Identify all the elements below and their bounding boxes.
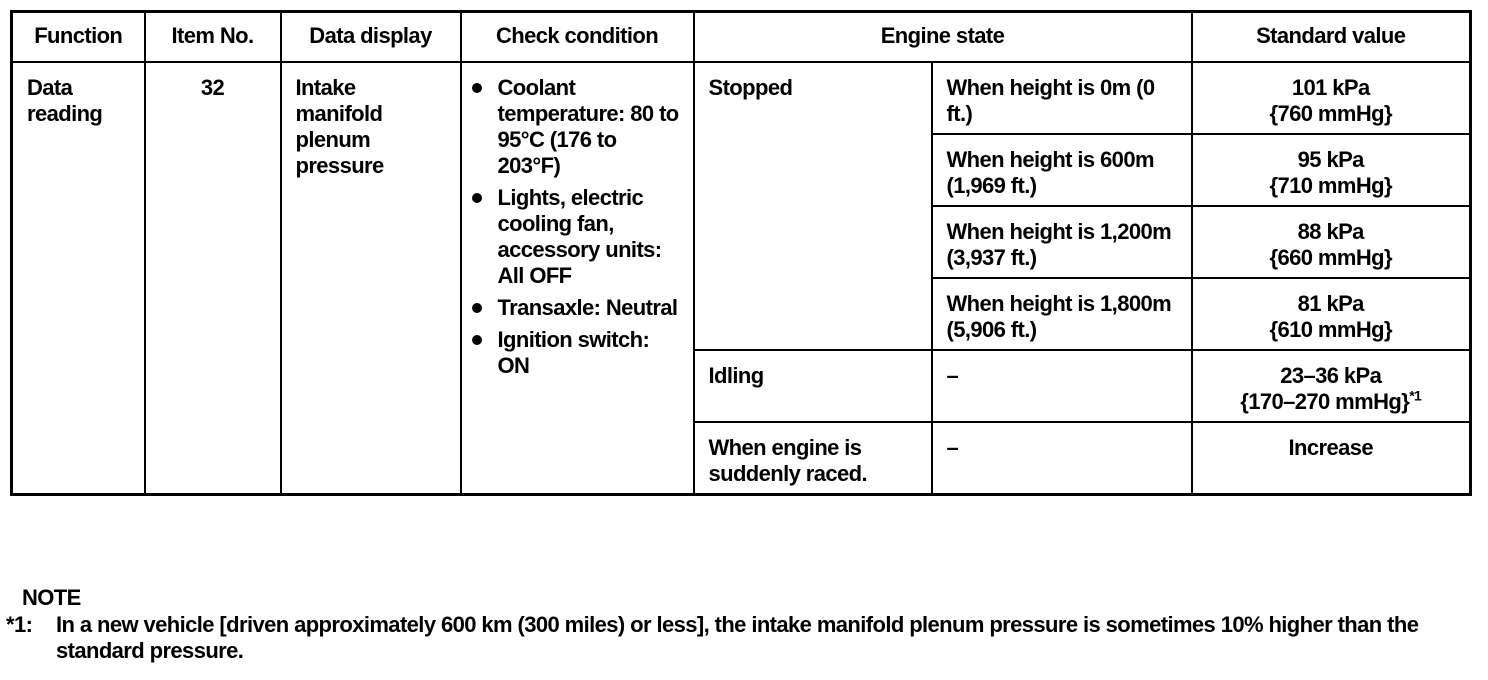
value-kpa: 23–36 kPa xyxy=(1280,363,1382,388)
engine-state-stopped: Stopped xyxy=(692,61,933,351)
header-function: Function xyxy=(10,10,146,63)
standard-value: Increase xyxy=(1190,421,1472,495)
header-data-display: Data display xyxy=(279,10,462,63)
table-row: When height is 600m (1,969 ft.) 95 kPa {7… xyxy=(12,133,1472,207)
check-condition-item: Transaxle: Neutral xyxy=(466,295,685,321)
header-standard-value: Standard value xyxy=(1190,10,1472,63)
check-condition-cell: Coolant temperature: 80 to 95°C (176 to … xyxy=(459,61,695,495)
value-mmhg: {760 mmHg} xyxy=(1269,101,1393,126)
header-row: Function Item No. Data display Check con… xyxy=(10,10,1472,63)
height-condition: When height is 1,800m (5,906 ft.) xyxy=(930,277,1193,351)
value-mmhg: {170–270 mmHg} xyxy=(1240,389,1410,414)
data-display-cell: Intake manifold plenum pressure xyxy=(279,61,462,495)
table-row: When height is 1,800m (5,906 ft.) 81 kPa… xyxy=(12,277,1472,351)
value-mmhg: {710 mmHg} xyxy=(1269,173,1393,198)
value-kpa: 81 kPa xyxy=(1297,291,1365,316)
value-kpa: 88 kPa xyxy=(1297,219,1365,244)
footnote-text: In a new vehicle [driven approximately 6… xyxy=(56,612,1419,663)
note-title: NOTE xyxy=(22,585,81,610)
data-table: Function Item No. Data display Check con… xyxy=(10,10,1472,496)
standard-value: 88 kPa {660 mmHg} xyxy=(1190,205,1472,279)
condition-dash: – xyxy=(930,349,1193,423)
table-row: When height is 1,200m (3,937 ft.) 88 kPa… xyxy=(12,205,1472,279)
value-mmhg: {660 mmHg} xyxy=(1269,245,1393,270)
table-row: Data reading 32 Intake manifold plenum p… xyxy=(10,61,1472,495)
standard-value: 95 kPa {710 mmHg} xyxy=(1190,133,1472,207)
check-condition-item: Lights, electric cooling fan, accessory … xyxy=(466,185,685,289)
standard-value: 23–36 kPa {170–270 mmHg}*1 xyxy=(1190,349,1472,423)
table-row: Idling – 23–36 kPa {170–270 mmHg}*1 xyxy=(12,349,1472,423)
value-kpa: 101 kPa xyxy=(1291,75,1370,100)
condition-dash: – xyxy=(930,421,1193,495)
check-condition-item: Coolant temperature: 80 to 95°C (176 to … xyxy=(466,75,685,179)
function-cell: Data reading xyxy=(10,61,146,495)
engine-state-idling: Idling xyxy=(692,349,933,423)
header-check-condition: Check condition xyxy=(459,10,695,63)
header-item-no: Item No. xyxy=(143,10,282,63)
standard-value: 101 kPa {760 mmHg} xyxy=(1190,61,1472,135)
header-engine-state: Engine state xyxy=(692,10,1193,63)
height-condition: When height is 0m (0 ft.) xyxy=(930,61,1193,135)
table-row: When engine is suddenly raced. – Increas… xyxy=(12,421,1472,495)
engine-state-raced: When engine is suddenly raced. xyxy=(692,421,933,495)
footnote-ref: *1 xyxy=(1409,387,1422,404)
note-footnote: *1: In a new vehicle [driven approximate… xyxy=(6,612,1476,664)
item-no-cell: 32 xyxy=(143,61,282,495)
footnote-mark: *1: xyxy=(6,612,33,637)
value-mmhg: {610 mmHg} xyxy=(1269,317,1393,342)
check-condition-item: Ignition switch: ON xyxy=(466,327,685,379)
value-kpa: 95 kPa xyxy=(1297,147,1365,172)
height-condition: When height is 600m (1,969 ft.) xyxy=(930,133,1193,207)
standard-value: 81 kPa {610 mmHg} xyxy=(1190,277,1472,351)
height-condition: When height is 1,200m (3,937 ft.) xyxy=(930,205,1193,279)
